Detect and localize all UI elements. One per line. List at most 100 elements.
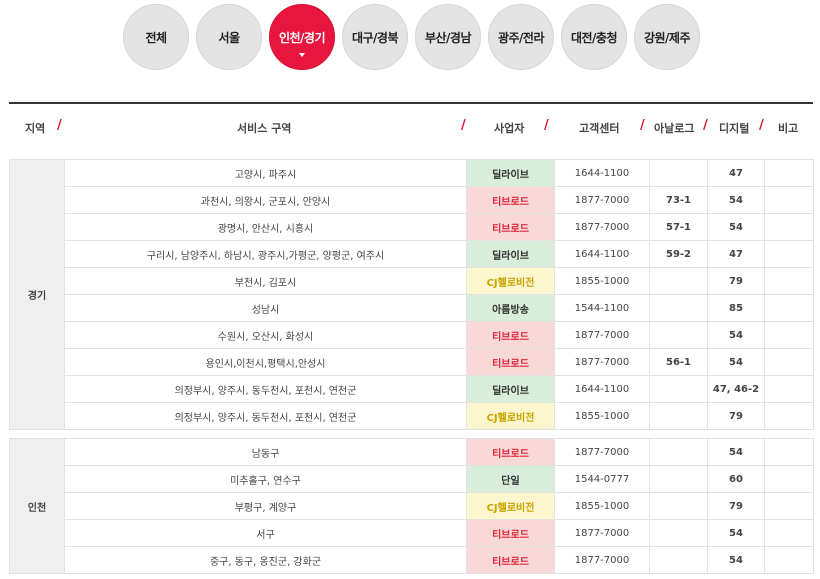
table-row: 성남시 아름방송 1544-1100 85 bbox=[10, 294, 814, 322]
analog-channel-cell bbox=[649, 159, 708, 187]
tab-gwangju-jeolla[interactable]: 광주/전라 bbox=[488, 4, 554, 70]
tab-gangwon-jeju[interactable]: 강원/제주 bbox=[634, 4, 700, 70]
digital-channel-cell: 47 bbox=[707, 159, 765, 187]
table-row: 구리시, 남양주시, 하남시, 광주시,가평군, 양평군, 여주시 딜라이브 164… bbox=[10, 240, 814, 268]
note-cell bbox=[764, 438, 814, 466]
customer-center-cell: 1877-7000 bbox=[554, 321, 650, 349]
table-top-border bbox=[9, 102, 813, 104]
region-cell: 인천 bbox=[9, 438, 65, 574]
header-divider: / bbox=[703, 118, 708, 133]
table-row: 수원시, 오산시, 화성시 티브로드 1877-7000 54 bbox=[10, 321, 814, 349]
analog-channel-cell bbox=[649, 267, 708, 295]
header-center: 고객센터 bbox=[579, 122, 620, 135]
note-cell bbox=[764, 267, 814, 295]
caret-down-icon bbox=[299, 53, 305, 57]
provider-cell: 티브로드 bbox=[466, 519, 555, 547]
provider-cell: 티브로드 bbox=[466, 213, 555, 241]
table-row: 의정부시, 양주시, 동두천시, 포천시, 연천군 딜라이브 1644-1100 47… bbox=[10, 375, 814, 403]
note-cell bbox=[764, 402, 814, 430]
table-row: 광명시, 안산시, 시흥시 티브로드 1877-7000 57-1 54 bbox=[10, 213, 814, 241]
digital-channel-cell: 79 bbox=[707, 402, 765, 430]
customer-center-cell: 1877-7000 bbox=[554, 546, 650, 574]
provider-cell: 아름방송 bbox=[466, 294, 555, 322]
area-cell: 의정부시, 양주시, 동두천시, 포천시, 연천군 bbox=[64, 375, 467, 403]
header-divider: / bbox=[544, 118, 549, 133]
provider-cell: 딜라이브 bbox=[466, 375, 555, 403]
tab-label: 전체 bbox=[145, 30, 167, 45]
customer-center-cell: 1544-0777 bbox=[554, 465, 650, 493]
customer-center-cell: 1855-1000 bbox=[554, 402, 650, 430]
area-cell: 미추홀구, 연수구 bbox=[64, 465, 467, 493]
region-table-incheon: 인천 남동구 티브로드 1877-7000 54 미추홀구, 연수구 단일 1544-0777… bbox=[9, 438, 814, 574]
header-divider: / bbox=[759, 118, 764, 133]
area-cell: 용인시,이천시,평택시,안성시 bbox=[64, 348, 467, 376]
tab-daejeon-chungcheong[interactable]: 대전/충청 bbox=[561, 4, 627, 70]
header-region: 지역 bbox=[25, 122, 46, 135]
table-row: 서구 티브로드 1877-7000 54 bbox=[10, 519, 814, 547]
table-body: 경기 고양시, 파주시 딜라이브 1644-1100 47 과천시, 의왕시, 군포시, … bbox=[9, 159, 814, 430]
header-analog: 아날로그 bbox=[654, 122, 695, 135]
note-cell bbox=[764, 375, 814, 403]
area-cell: 광명시, 안산시, 시흥시 bbox=[64, 213, 467, 241]
tab-busan-gyeongnam[interactable]: 부산/경남 bbox=[415, 4, 481, 70]
tab-seoul[interactable]: 서울 bbox=[196, 4, 262, 70]
customer-center-cell: 1877-7000 bbox=[554, 438, 650, 466]
header-divider: / bbox=[57, 118, 62, 133]
analog-channel-cell: 56-1 bbox=[649, 348, 708, 376]
digital-channel-cell: 54 bbox=[707, 348, 765, 376]
analog-channel-cell bbox=[649, 465, 708, 493]
note-cell bbox=[764, 186, 814, 214]
header-divider: / bbox=[640, 118, 645, 133]
tab-daegu-gyeongbuk[interactable]: 대구/경북 bbox=[342, 4, 408, 70]
customer-center-cell: 1544-1100 bbox=[554, 294, 650, 322]
digital-channel-cell: 54 bbox=[707, 519, 765, 547]
table-row: 경기 고양시, 파주시 딜라이브 1644-1100 47 bbox=[9, 159, 814, 430]
note-cell bbox=[764, 465, 814, 493]
provider-cell: CJ헬로비전 bbox=[466, 492, 555, 520]
customer-center-cell: 1855-1000 bbox=[554, 492, 650, 520]
note-cell bbox=[764, 546, 814, 574]
region-cell: 경기 bbox=[9, 159, 65, 430]
area-cell: 부평구, 계양구 bbox=[64, 492, 467, 520]
tab-label: 서울 bbox=[218, 30, 240, 45]
area-cell: 남동구 bbox=[64, 438, 467, 466]
tab-all[interactable]: 전체 bbox=[123, 4, 189, 70]
customer-center-cell: 1877-7000 bbox=[554, 213, 650, 241]
note-cell bbox=[764, 294, 814, 322]
analog-channel-cell: 59-2 bbox=[649, 240, 708, 268]
tab-label: 인천/경기 bbox=[278, 30, 326, 45]
area-cell: 성남시 bbox=[64, 294, 467, 322]
table-row: 의정부시, 양주시, 동두천시, 포천시, 연천군 CJ헬로비전 1855-1000… bbox=[10, 402, 814, 430]
area-cell: 서구 bbox=[64, 519, 467, 547]
digital-channel-cell: 47 bbox=[707, 240, 765, 268]
customer-center-cell: 1644-1100 bbox=[554, 159, 650, 187]
provider-cell: 딜라이브 bbox=[466, 159, 555, 187]
note-cell bbox=[764, 519, 814, 547]
provider-cell: CJ헬로비전 bbox=[466, 267, 555, 295]
customer-center-cell: 1855-1000 bbox=[554, 267, 650, 295]
digital-channel-cell: 60 bbox=[707, 465, 765, 493]
tab-incheon-gyeonggi[interactable]: 인천/경기 bbox=[269, 4, 335, 70]
region-table-gyeonggi: 경기 고양시, 파주시 딜라이브 1644-1100 47 과천시, 의왕시, 군포시, … bbox=[9, 159, 814, 430]
analog-channel-cell bbox=[649, 321, 708, 349]
note-cell bbox=[764, 321, 814, 349]
tab-label: 부산/경남 bbox=[424, 30, 472, 45]
digital-channel-cell: 54 bbox=[707, 438, 765, 466]
note-cell bbox=[764, 240, 814, 268]
note-cell bbox=[764, 348, 814, 376]
table-header: 지역 / 서비스 구역 / 사업자 / 고객센터 / 아날로그 / 디지털 / … bbox=[9, 104, 813, 150]
provider-cell: 티브로드 bbox=[466, 321, 555, 349]
area-cell: 부천시, 김포시 bbox=[64, 267, 467, 295]
digital-channel-cell: 54 bbox=[707, 213, 765, 241]
provider-cell: 티브로드 bbox=[466, 438, 555, 466]
provider-cell: 딜라이브 bbox=[466, 240, 555, 268]
provider-cell: 티브로드 bbox=[466, 348, 555, 376]
table-row: 과천시, 의왕시, 군포시, 안양시 티브로드 1877-7000 73-1 54 bbox=[10, 186, 814, 214]
analog-channel-cell bbox=[649, 402, 708, 430]
note-cell bbox=[764, 159, 814, 187]
area-cell: 중구, 동구, 옹진군, 강화군 bbox=[64, 546, 467, 574]
customer-center-cell: 1644-1100 bbox=[554, 240, 650, 268]
tab-label: 대구/경북 bbox=[351, 30, 399, 45]
header-area: 서비스 구역 bbox=[237, 122, 292, 135]
analog-channel-cell bbox=[649, 294, 708, 322]
